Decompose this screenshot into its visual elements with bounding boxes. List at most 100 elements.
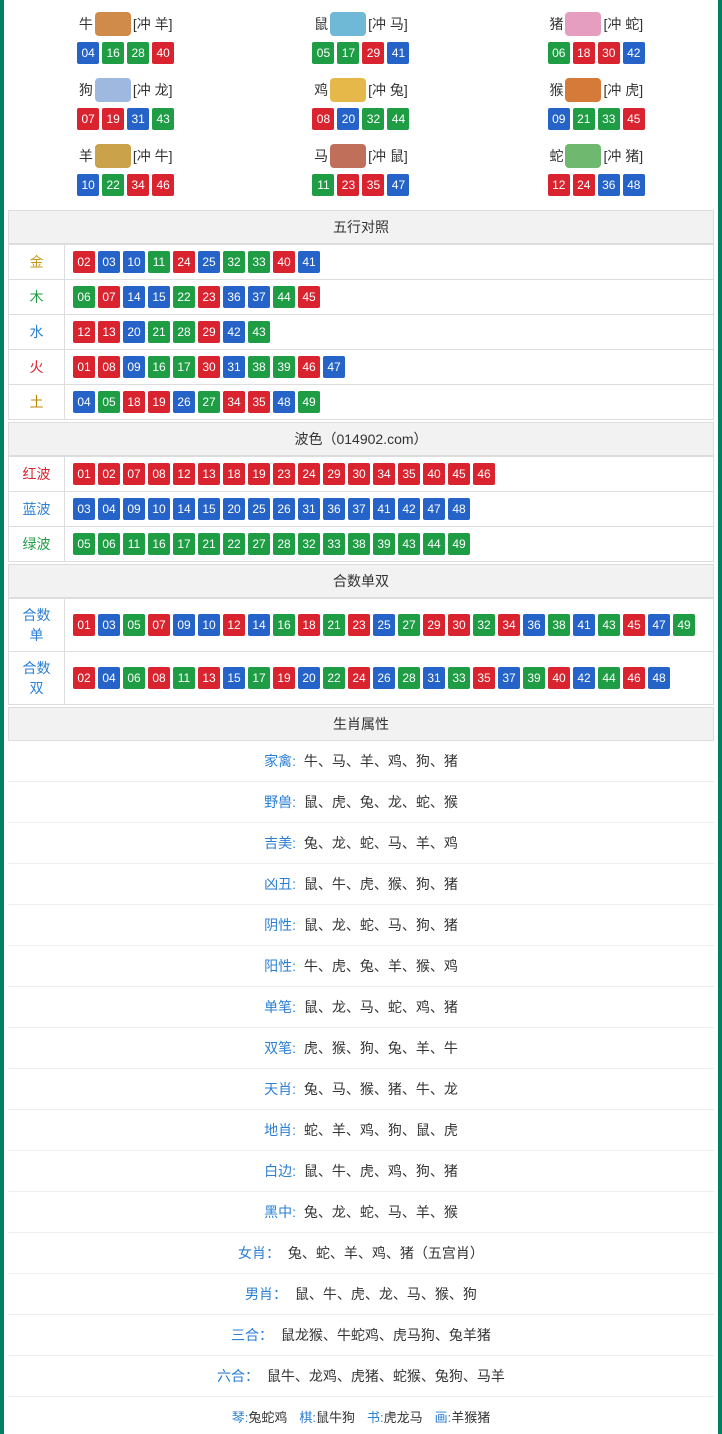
table-row: 红波0102070812131819232429303435404546 — [9, 457, 714, 492]
number-ball: 40 — [152, 42, 174, 64]
number-ball: 09 — [173, 614, 195, 636]
attr-row: 白边: 鼠、牛、虎、鸡、狗、猪 — [8, 1151, 714, 1192]
footer-label: 棋: — [299, 1410, 316, 1425]
zodiac-cell: 牛[冲 羊]04162840 — [8, 8, 243, 68]
attr-value: 牛、虎、兔、羊、猴、鸡 — [300, 958, 458, 974]
row-balls: 04051819262734354849 — [65, 385, 714, 420]
number-ball: 12 — [223, 614, 245, 636]
attr-value: 鼠、龙、蛇、马、狗、猪 — [300, 917, 458, 933]
section-header-wuxing: 五行对照 — [8, 210, 714, 244]
number-ball: 07 — [123, 463, 145, 485]
number-ball: 32 — [298, 533, 320, 555]
number-ball: 28 — [127, 42, 149, 64]
number-ball: 01 — [73, 463, 95, 485]
number-ball: 48 — [273, 391, 295, 413]
number-ball: 03 — [98, 251, 120, 273]
number-ball: 39 — [523, 667, 545, 689]
number-ball: 14 — [123, 286, 145, 308]
number-ball: 46 — [298, 356, 320, 378]
attr-row: 凶丑: 鼠、牛、虎、猴、狗、猪 — [8, 864, 714, 905]
attr-value: 兔、蛇、羊、鸡、猪（五宫肖） — [284, 1245, 484, 1261]
section-header-heshu: 合数单双 — [8, 564, 714, 598]
number-ball: 23 — [198, 286, 220, 308]
number-ball: 45 — [623, 108, 645, 130]
zodiac-title: 猪[冲 蛇] — [479, 12, 714, 36]
attr-value: 鼠、牛、虎、龙、马、猴、狗 — [291, 1286, 477, 1302]
zodiac-title: 鸡[冲 兔] — [243, 78, 478, 102]
number-ball: 25 — [198, 251, 220, 273]
attr-row: 吉美: 兔、龙、蛇、马、羊、鸡 — [8, 823, 714, 864]
zodiac-name: 狗 — [79, 80, 93, 100]
number-ball: 14 — [248, 614, 270, 636]
number-ball: 44 — [387, 108, 409, 130]
footer-value: 羊猴猪 — [451, 1410, 490, 1425]
number-ball: 30 — [348, 463, 370, 485]
zodiac-animal-icon — [330, 144, 366, 168]
number-ball: 05 — [98, 391, 120, 413]
number-ball: 17 — [248, 667, 270, 689]
number-ball: 39 — [273, 356, 295, 378]
number-ball: 23 — [273, 463, 295, 485]
number-ball: 15 — [148, 286, 170, 308]
zodiac-title: 牛[冲 羊] — [8, 12, 243, 36]
zodiac-balls: 11233547 — [243, 174, 478, 196]
zodiac-name: 猪 — [549, 14, 563, 34]
attr-value: 兔、龙、蛇、马、羊、猴 — [300, 1204, 458, 1220]
number-ball: 10 — [148, 498, 170, 520]
number-ball: 46 — [152, 174, 174, 196]
number-ball: 28 — [273, 533, 295, 555]
attr-value: 兔、龙、蛇、马、羊、鸡 — [300, 835, 458, 851]
attr-value: 鼠牛、龙鸡、虎猪、蛇猴、兔狗、马羊 — [263, 1368, 505, 1384]
footer-label: 画: — [435, 1410, 452, 1425]
number-ball: 17 — [173, 356, 195, 378]
number-ball: 44 — [598, 667, 620, 689]
number-ball: 28 — [173, 321, 195, 343]
number-ball: 43 — [152, 108, 174, 130]
attr-label: 女肖： — [238, 1245, 280, 1261]
number-ball: 43 — [598, 614, 620, 636]
attr-row: 家禽: 牛、马、羊、鸡、狗、猪 — [8, 741, 714, 782]
row-label: 合数双 — [9, 652, 65, 705]
row-label: 土 — [9, 385, 65, 420]
number-ball: 31 — [423, 667, 445, 689]
number-ball: 28 — [398, 667, 420, 689]
zodiac-title: 马[冲 鼠] — [243, 144, 478, 168]
number-ball: 03 — [73, 498, 95, 520]
footer-item: 琴:兔蛇鸡 — [232, 1410, 288, 1425]
number-ball: 09 — [548, 108, 570, 130]
number-ball: 40 — [423, 463, 445, 485]
number-ball: 19 — [248, 463, 270, 485]
zodiac-cell: 羊[冲 牛]10223446 — [8, 140, 243, 200]
attr-value: 虎、猴、狗、兔、羊、牛 — [300, 1040, 458, 1056]
zodiac-animal-icon — [95, 144, 131, 168]
table-row: 木06071415222336374445 — [9, 280, 714, 315]
number-ball: 31 — [223, 356, 245, 378]
zodiac-balls: 08203244 — [243, 108, 478, 130]
number-ball: 22 — [323, 667, 345, 689]
number-ball: 10 — [77, 174, 99, 196]
zodiac-title: 狗[冲 龙] — [8, 78, 243, 102]
row-label: 合数单 — [9, 599, 65, 652]
number-ball: 20 — [337, 108, 359, 130]
zodiac-cell: 马[冲 鼠] 11233547 — [243, 140, 478, 200]
attr-label: 阳性: — [264, 958, 296, 974]
attr-label: 家禽: — [264, 753, 296, 769]
number-ball: 06 — [123, 667, 145, 689]
number-ball: 44 — [423, 533, 445, 555]
number-ball: 25 — [248, 498, 270, 520]
number-ball: 44 — [273, 286, 295, 308]
number-ball: 41 — [298, 251, 320, 273]
number-ball: 24 — [298, 463, 320, 485]
attr-label: 六合： — [217, 1368, 259, 1384]
attr-label: 双笔: — [264, 1040, 296, 1056]
number-ball: 49 — [298, 391, 320, 413]
number-ball: 34 — [373, 463, 395, 485]
number-ball: 22 — [102, 174, 124, 196]
table-row: 土04051819262734354849 — [9, 385, 714, 420]
number-ball: 04 — [77, 42, 99, 64]
wuxing-table: 金02031011242532334041木060714152223363744… — [8, 244, 714, 420]
zodiac-name: 鼠 — [314, 14, 328, 34]
number-ball: 19 — [148, 391, 170, 413]
number-ball: 34 — [223, 391, 245, 413]
number-ball: 08 — [148, 667, 170, 689]
